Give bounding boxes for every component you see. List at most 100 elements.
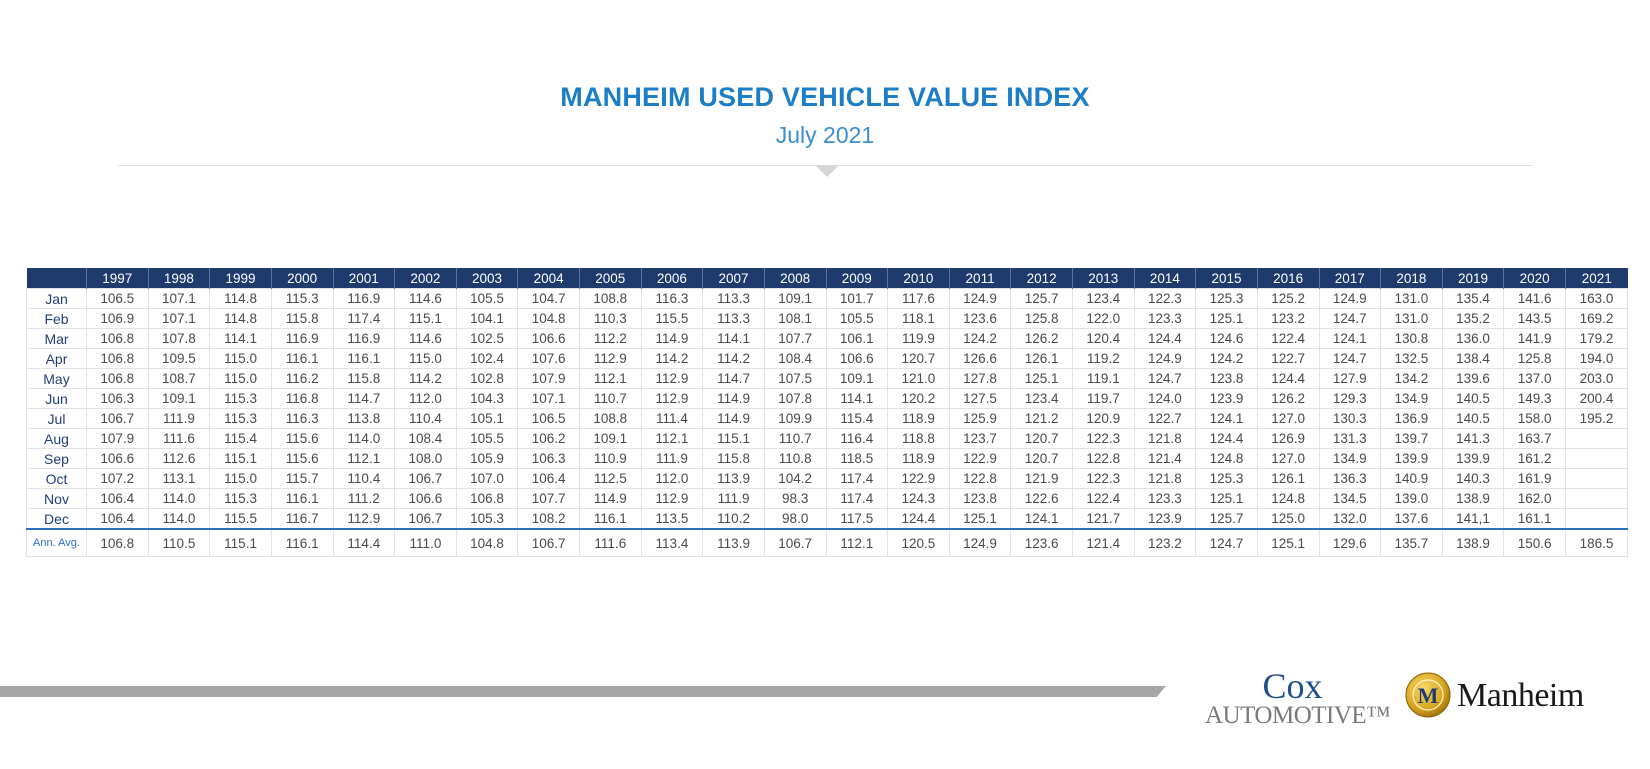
table-cell: 124.4: [1133, 328, 1197, 349]
table-cell: 110.8: [763, 448, 827, 469]
table-cell: 109.1: [579, 428, 642, 449]
table-cell: 120.9: [1072, 408, 1135, 429]
table-cell: 117.4: [332, 308, 396, 329]
month-label: Oct: [26, 468, 87, 489]
table-cell: 140.5: [1441, 408, 1505, 429]
table-cell: 122.4: [1072, 488, 1135, 509]
page-title: MANHEIM USED VEHICLE VALUE INDEX: [560, 82, 1090, 112]
table-cell: 104.3: [455, 388, 519, 409]
table-cell: 106.7: [86, 408, 149, 429]
table-cell: 116.9: [270, 328, 334, 349]
table-cell: 110.3: [579, 308, 642, 329]
table-cell: 122.7: [1133, 408, 1197, 429]
table-cell: 122.3: [1072, 468, 1135, 489]
table-cell: 106.7: [394, 468, 457, 489]
table-cell: 116.2: [270, 368, 334, 389]
table-cell: 121.2: [1010, 408, 1073, 429]
table-cell: 113.3: [702, 308, 765, 329]
year-header: 2008: [764, 268, 827, 289]
table-cell: 104.1: [455, 308, 519, 329]
table-cell: 115.6: [270, 428, 334, 449]
annual-average-cell: 110.5: [147, 528, 211, 557]
table-cell: 137.0: [1503, 368, 1566, 389]
table-cell: 125.1: [1010, 368, 1073, 389]
table-cell: 109.1: [763, 288, 827, 309]
table-cell: 134.2: [1380, 368, 1443, 389]
table-row: Jun 106.3 109.1 115.3 116.8 114.7 112.0 104.3 10…: [26, 388, 1628, 409]
year-header: 2003: [456, 268, 519, 289]
table-cell: 123.9: [1195, 388, 1258, 409]
table-cell: 136.9: [1380, 408, 1443, 429]
table-cell: 124.9: [1318, 288, 1382, 309]
table-cell: 111.9: [702, 488, 765, 509]
table-cell: 132.0: [1318, 508, 1382, 530]
table-cell: 123.3: [1133, 488, 1197, 509]
table-cell: 127.5: [948, 388, 1012, 409]
table-cell: 124.1: [1318, 328, 1382, 349]
table-cell: 115.8: [332, 368, 396, 389]
year-header: 2006: [641, 268, 704, 289]
table-cell: 110.7: [579, 388, 642, 409]
table-cell: 139.6: [1441, 368, 1505, 389]
table-cell: 115.0: [209, 368, 272, 389]
table-cell: 112.9: [332, 508, 396, 530]
table-row: May 106.8 108.7 115.0 116.2 115.8 114.2 102.8 10…: [26, 368, 1628, 389]
table-cell: 114.0: [147, 488, 211, 509]
table-cell: 121.4: [1133, 448, 1197, 469]
table-cell: 114.9: [579, 488, 642, 509]
table-cell: 138.9: [1441, 488, 1505, 509]
table-cell: 124.9: [1133, 348, 1197, 369]
annual-average-cell: 112.1: [825, 528, 889, 557]
table-cell: 121.8: [1133, 428, 1197, 449]
table-cell: 107.1: [517, 388, 580, 409]
annual-average-cell: 106.7: [763, 528, 827, 557]
table-cell: 113.1: [147, 468, 211, 489]
manheim-seal-letter: M: [1418, 683, 1439, 708]
table-cell: 114.8: [209, 308, 272, 329]
table-cell: 112.6: [147, 448, 211, 469]
table-cell: 130.8: [1380, 328, 1443, 349]
table-cell: 124.6: [1195, 328, 1258, 349]
table-cell: 115.8: [702, 448, 765, 469]
table-cell: 112.9: [579, 348, 642, 369]
table-cell: 108.2: [517, 508, 580, 530]
table-cell: 115.3: [209, 388, 272, 409]
year-header: 2013: [1072, 268, 1135, 289]
table-cell: 106.6: [517, 328, 580, 349]
table-cell: [1565, 428, 1628, 449]
table-cell: 105.5: [455, 428, 519, 449]
table-cell: 102.8: [455, 368, 519, 389]
table-cell: 115.3: [209, 408, 272, 429]
table-cell: 111.9: [640, 448, 704, 469]
table-cell: 107.8: [147, 328, 211, 349]
table-cell: 116.1: [579, 508, 642, 530]
annual-average-cell: 150.6: [1503, 528, 1566, 557]
table-cell: 111.9: [147, 408, 211, 429]
month-label: Feb: [26, 308, 87, 329]
table-cell: 107.6: [517, 348, 580, 369]
table-cell: 106.3: [86, 388, 149, 409]
table-cell: 124.4: [1195, 428, 1258, 449]
table-cell: 114.9: [640, 328, 704, 349]
table-cell: 114.9: [702, 388, 765, 409]
footer-bar: [0, 686, 1166, 697]
table-cell: 123.6: [948, 308, 1012, 329]
table-cell: 105.9: [455, 448, 519, 469]
table-cell: 143.5: [1503, 308, 1566, 329]
month-label: Apr: [26, 348, 87, 369]
table-row: Sep 106.6 112.6 115.1 115.6 112.1 108.0 105.9 10…: [26, 448, 1628, 469]
cox-automotive-logo: Cox AUTOMOTIVE™: [1205, 668, 1391, 729]
manheim-wordmark: Manheim: [1457, 677, 1584, 714]
table-cell: 112.1: [332, 448, 396, 469]
annual-average-cell: 123.2: [1133, 528, 1197, 557]
table-cell: 118.1: [887, 308, 950, 329]
table-cell: 108.1: [763, 308, 827, 329]
table-cell: 106.6: [825, 348, 889, 369]
table-cell: 125.8: [1010, 308, 1073, 329]
manheim-logo: M Manheim: [1405, 672, 1595, 722]
table-cell: [1565, 488, 1628, 509]
year-header: 2018: [1380, 268, 1443, 289]
table-cell: 104.8: [517, 308, 580, 329]
table-cell: 122.0: [1072, 308, 1135, 329]
table-cell: 106.2: [517, 428, 580, 449]
